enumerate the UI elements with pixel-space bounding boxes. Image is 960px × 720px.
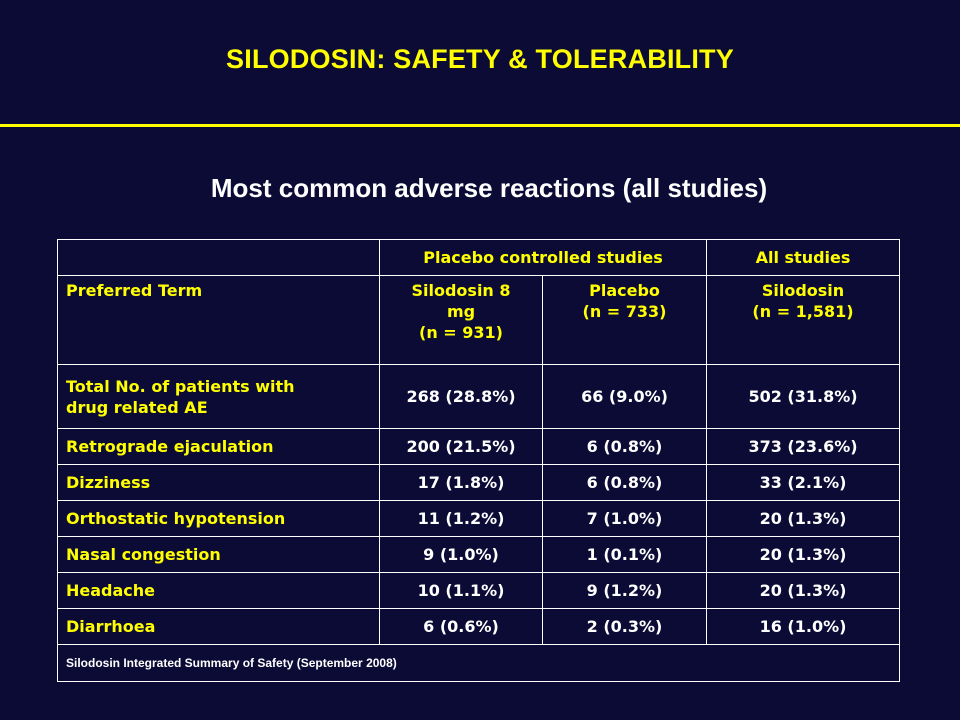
term-line: drug related AE: [66, 397, 208, 417]
placebo-cell: 1 (0.1%): [541, 536, 708, 573]
empty-header-cell: [57, 239, 380, 276]
placebo-controlled-header: Placebo controlled studies: [378, 239, 708, 276]
header-line: Placebo: [589, 281, 660, 300]
silodosin-all-cell: 20 (1.3%): [706, 500, 901, 537]
term-cell: Total No. of patients with drug related A…: [57, 364, 380, 429]
group-header-row: Placebo controlled studies All studies: [57, 239, 901, 276]
term-cell: Dizziness: [57, 464, 380, 501]
silodosin-8mg-cell: 10 (1.1%): [379, 572, 543, 609]
silodosin-all-cell: 33 (2.1%): [706, 464, 901, 501]
silodosin-8mg-cell: 200 (21.5%): [379, 428, 543, 465]
silodosin-8mg-cell: 6 (0.6%): [379, 608, 543, 645]
silodosin-all-cell: 20 (1.3%): [706, 572, 901, 609]
placebo-cell: 6 (0.8%): [541, 428, 708, 465]
table-row: Total No. of patients with drug related A…: [57, 364, 901, 429]
header-line: (n = 1,581): [752, 302, 854, 321]
adverse-reactions-table: Placebo controlled studies All studies P…: [56, 239, 901, 682]
preferred-term-header: Preferred Term: [57, 275, 380, 365]
table-row: Dizziness 17 (1.8%) 6 (0.8%) 33 (2.1%): [57, 464, 901, 501]
header-line: (n = 733): [582, 302, 667, 321]
silodosin-all-cell: 16 (1.0%): [706, 608, 901, 645]
placebo-cell: 66 (9.0%): [541, 364, 708, 429]
silodosin-8mg-cell: 17 (1.8%): [379, 464, 543, 501]
table-row: Diarrhoea 6 (0.6%) 2 (0.3%) 16 (1.0%): [57, 608, 901, 645]
header-line: mg: [446, 302, 476, 321]
placebo-header: Placebo (n = 733): [541, 275, 708, 365]
silodosin-8mg-header: Silodosin 8 mg (n = 931): [379, 275, 543, 365]
all-studies-header: All studies: [706, 239, 901, 276]
slide-subtitle: Most common adverse reactions (all studi…: [210, 173, 768, 203]
term-cell: Retrograde ejaculation: [57, 428, 380, 465]
silodosin-8mg-cell: 11 (1.2%): [379, 500, 543, 537]
header-line: (n = 931): [419, 323, 503, 342]
term-cell: Diarrhoea: [57, 608, 380, 645]
placebo-cell: 9 (1.2%): [541, 572, 708, 609]
column-header-row: Preferred Term Silodosin 8 mg (n = 931) Pl…: [57, 275, 901, 365]
silodosin-all-header: Silodosin (n = 1,581): [706, 275, 901, 365]
placebo-cell: 6 (0.8%): [541, 464, 708, 501]
silodosin-8mg-cell: 268 (28.8%): [379, 364, 543, 429]
table-row: Retrograde ejaculation 200 (21.5%) 6 (0.…: [57, 428, 901, 465]
slide-title: SILODOSIN: SAFETY & TOLERABILITY: [226, 44, 734, 74]
table-row: Orthostatic hypotension 11 (1.2%) 7 (1.0…: [57, 500, 901, 537]
silodosin-all-cell: 502 (31.8%): [706, 364, 901, 429]
footnote-row: Silodosin Integrated Summary of Safety (…: [56, 644, 901, 682]
table-row: Headache 10 (1.1%) 9 (1.2%) 20 (1.3%): [57, 572, 901, 609]
term-cell: Orthostatic hypotension: [57, 500, 380, 537]
table-row: Nasal congestion 9 (1.0%) 1 (0.1%) 20 (1…: [57, 536, 901, 573]
term-cell: Nasal congestion: [57, 536, 380, 573]
silodosin-all-cell: 20 (1.3%): [706, 536, 901, 573]
title-divider: [0, 124, 960, 127]
placebo-cell: 2 (0.3%): [541, 608, 708, 645]
placebo-cell: 7 (1.0%): [541, 500, 708, 537]
header-line: Silodosin: [761, 281, 845, 300]
silodosin-all-cell: 373 (23.6%): [706, 428, 901, 465]
silodosin-8mg-cell: 9 (1.0%): [379, 536, 543, 573]
term-line: Total No. of patients with: [66, 376, 295, 396]
term-cell: Headache: [57, 572, 380, 609]
header-line: Silodosin 8: [411, 281, 511, 300]
source-footnote: Silodosin Integrated Summary of Safety (…: [56, 644, 901, 682]
